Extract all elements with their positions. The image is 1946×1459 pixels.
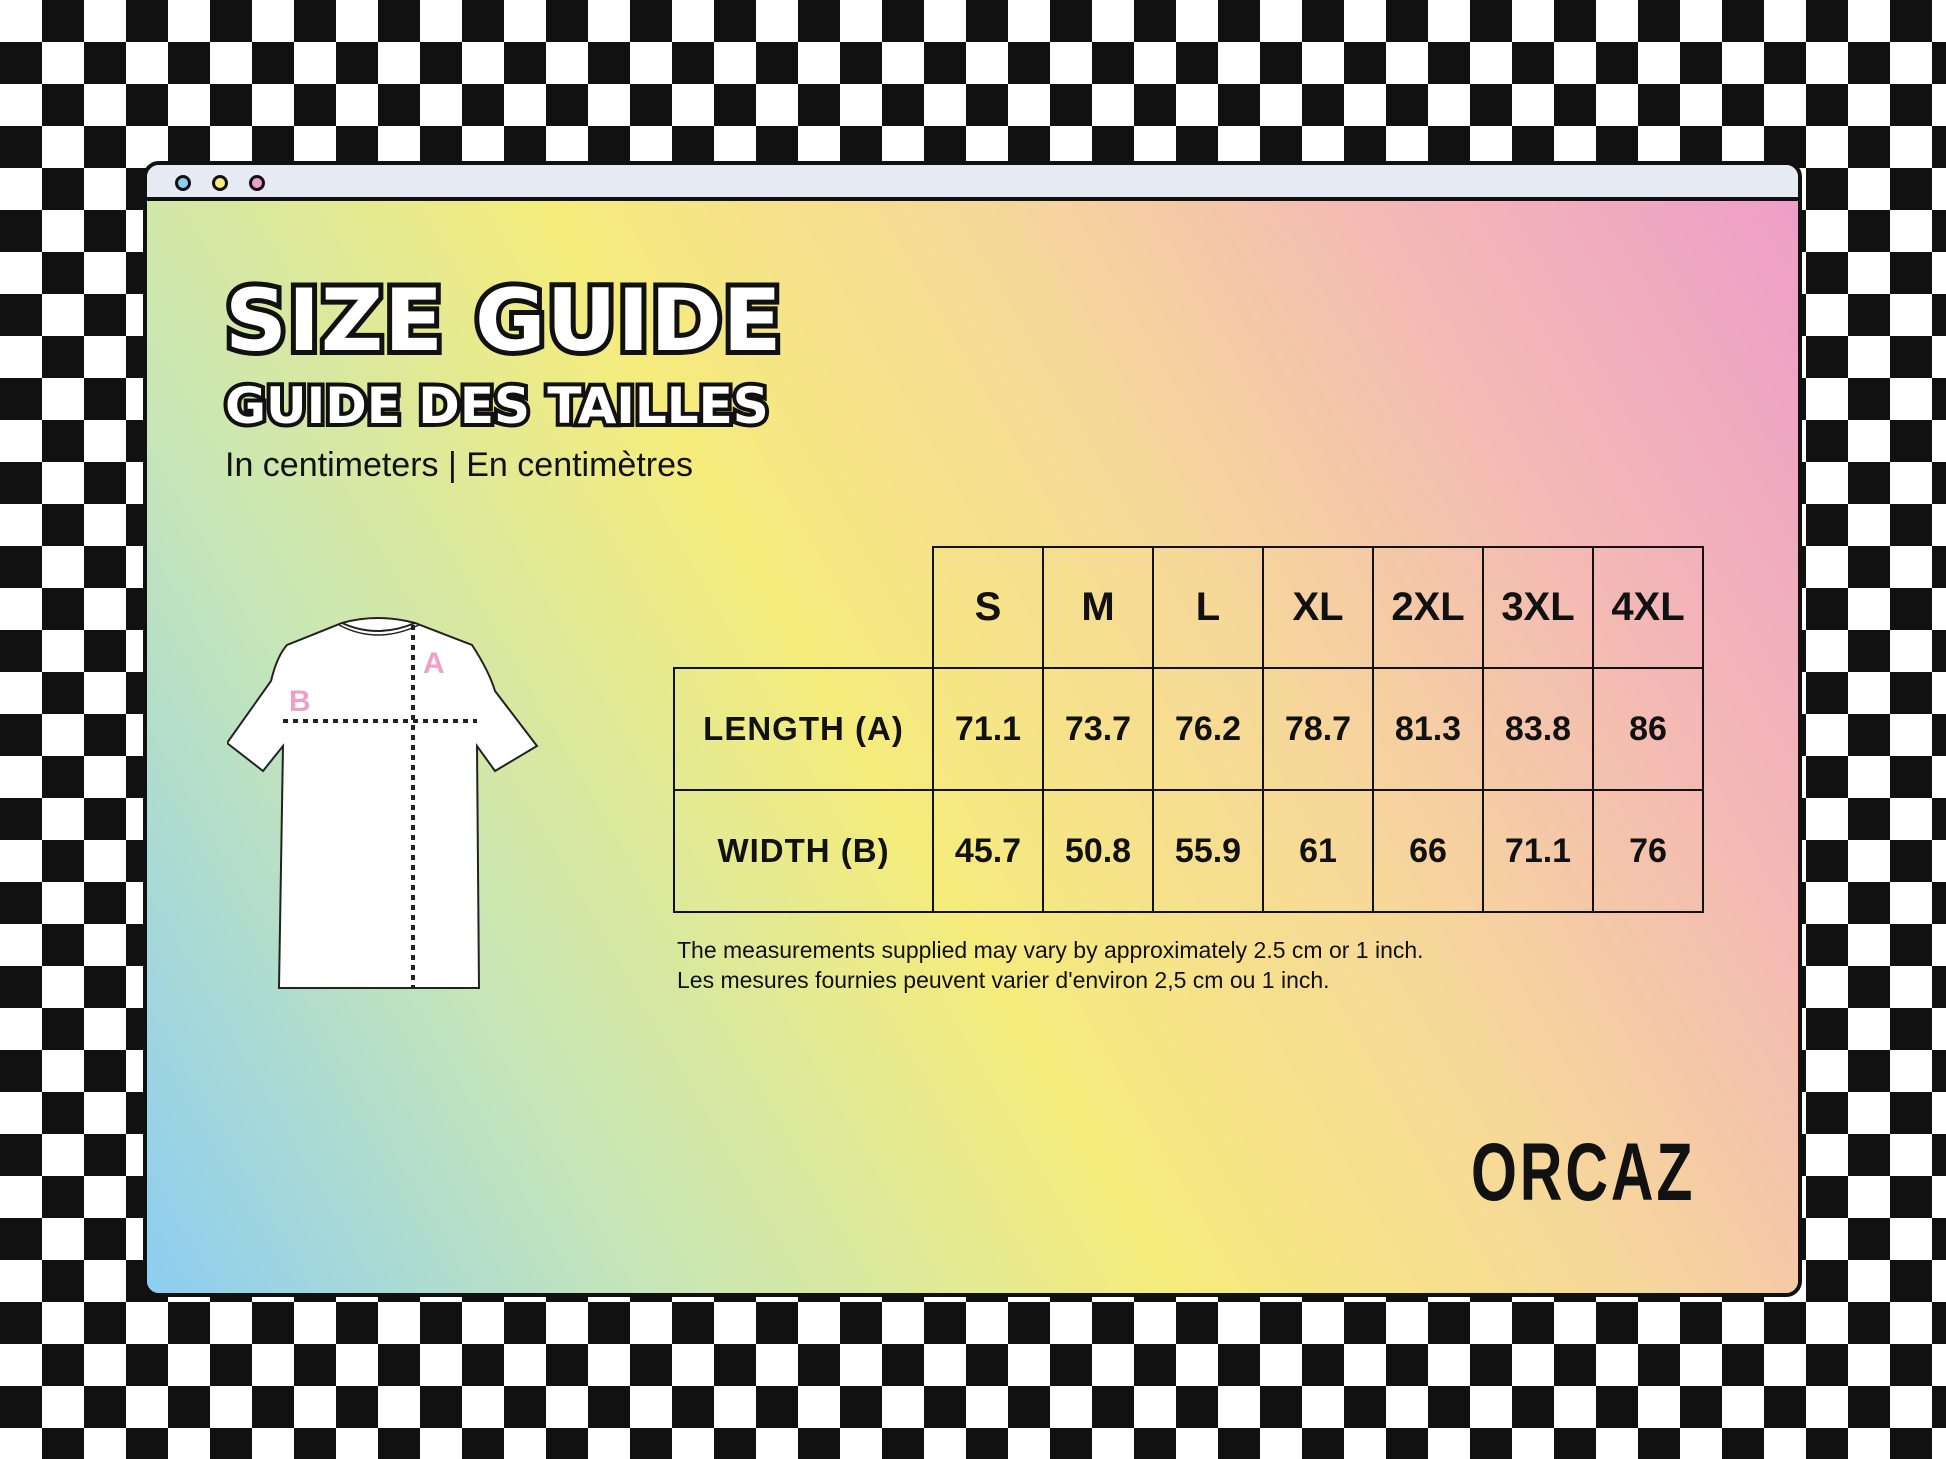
table-cell: 76.2 bbox=[1152, 667, 1264, 791]
label-b: B bbox=[289, 685, 311, 718]
table-cell: 83.8 bbox=[1482, 667, 1594, 791]
table-cell: 50.8 bbox=[1042, 789, 1154, 913]
browser-window: SIZE GUIDE GUIDE DES TAILLES In centimet… bbox=[143, 161, 1802, 1297]
table-cell: 66 bbox=[1372, 789, 1484, 913]
label-a: A bbox=[423, 647, 445, 680]
table-cell: 61 bbox=[1262, 789, 1374, 913]
table-cell: 76 bbox=[1592, 789, 1704, 913]
size-header: L bbox=[1152, 546, 1264, 669]
measurement-note: The measurements supplied may vary by ap… bbox=[677, 935, 1424, 995]
table-cell: 55.9 bbox=[1152, 789, 1264, 913]
table-header-row: S M L XL 2XL 3XL 4XL bbox=[674, 546, 1704, 669]
size-header: M bbox=[1042, 546, 1154, 669]
row-label: LENGTH (A) bbox=[673, 667, 934, 791]
size-guide-panel: SIZE GUIDE GUIDE DES TAILLES In centimet… bbox=[147, 201, 1798, 1293]
size-header: XL bbox=[1262, 546, 1374, 669]
size-table: S M L XL 2XL 3XL 4XL LENGTH (A) 71.1 73.… bbox=[673, 546, 1704, 913]
title-bar bbox=[147, 165, 1798, 201]
note-english: The measurements supplied may vary by ap… bbox=[677, 937, 1424, 963]
table-cell: 45.7 bbox=[932, 789, 1044, 913]
table-row: LENGTH (A) 71.1 73.7 76.2 78.7 81.3 83.8… bbox=[673, 667, 1704, 791]
table-cell: 73.7 bbox=[1042, 667, 1154, 791]
tshirt-diagram-icon: A B bbox=[227, 617, 539, 989]
page-title: SIZE GUIDE bbox=[220, 266, 787, 376]
table-cell: 81.3 bbox=[1372, 667, 1484, 791]
units-subtitle: In centimeters | En centimètres bbox=[225, 446, 694, 484]
window-dot-blue-icon bbox=[175, 175, 191, 191]
note-french: Les mesures fournies peuvent varier d'en… bbox=[677, 967, 1330, 993]
window-dot-yellow-icon bbox=[212, 175, 228, 191]
size-header: S bbox=[932, 546, 1044, 669]
table-cell: 71.1 bbox=[1482, 789, 1594, 913]
table-cell: 78.7 bbox=[1262, 667, 1374, 791]
page-title-french: GUIDE DES TAILLES bbox=[221, 373, 773, 439]
table-row: WIDTH (B) 45.7 50.8 55.9 61 66 71.1 76 bbox=[673, 789, 1704, 913]
size-header: 4XL bbox=[1592, 546, 1704, 669]
table-cell: 86 bbox=[1592, 667, 1704, 791]
window-dot-pink-icon bbox=[249, 175, 265, 191]
table-cell: 71.1 bbox=[932, 667, 1044, 791]
brand-logo: ORCAZ bbox=[1471, 1127, 1696, 1218]
size-header: 2XL bbox=[1372, 546, 1484, 669]
row-label: WIDTH (B) bbox=[673, 789, 934, 913]
size-header: 3XL bbox=[1482, 546, 1594, 669]
